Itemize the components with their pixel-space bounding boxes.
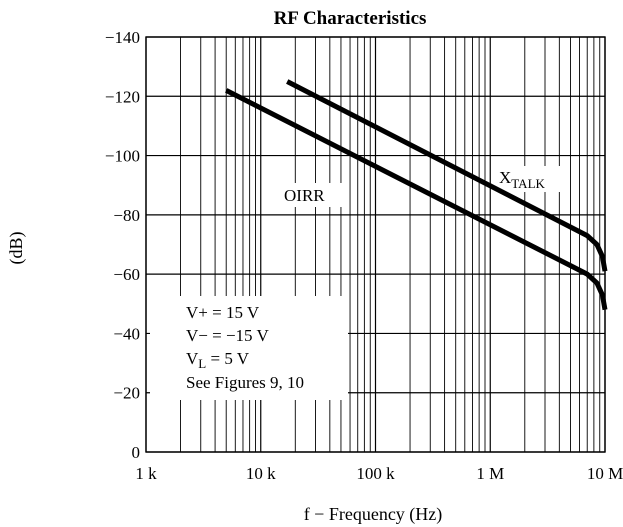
- x-tick-label: 100 k: [356, 464, 395, 483]
- y-axis-label: (dB): [6, 232, 27, 265]
- xtalk-label-sub: TALK: [511, 176, 545, 191]
- x-tick-label: 10 k: [246, 464, 276, 483]
- y-tick-label: −100: [105, 147, 140, 166]
- x-axis-label: f − Frequency (Hz): [304, 504, 443, 525]
- plot-frame: [145, 36, 606, 453]
- tick-labels: 0 −20 −40 −60 −80 −100 −120 −140 1 k 10 k 100 k 1 M…: [105, 28, 623, 483]
- oirr-label: OIRR: [284, 186, 325, 205]
- condition-vl-main: V: [186, 349, 199, 368]
- condition-vl-sub: L: [198, 356, 206, 371]
- y-tick-label: −80: [113, 206, 140, 225]
- x-tick-label: 1 M: [476, 464, 504, 483]
- xtalk-label-bg: [496, 166, 564, 192]
- x-tick-label: 1 k: [135, 464, 157, 483]
- y-tick-label: −20: [113, 384, 140, 403]
- oirr-label-bg: [282, 183, 344, 207]
- xtalk-label-main: X: [499, 168, 511, 187]
- y-tick-label: −60: [113, 265, 140, 284]
- series-line-oirr: [225, 88, 608, 311]
- y-tick-label: −140: [105, 28, 140, 47]
- y-tick-label: −40: [113, 324, 140, 343]
- series-lines: [225, 79, 608, 311]
- y-tick-label: −120: [105, 87, 140, 106]
- y-tick-label: 0: [132, 443, 141, 462]
- series-line-xtalk: [286, 79, 608, 272]
- condition-vplus: V+ = 15 V: [186, 303, 260, 322]
- condition-vl: VL = 5 V: [186, 349, 250, 371]
- x-tick-label: 10 M: [587, 464, 623, 483]
- conditions-box-bg: [150, 296, 348, 400]
- condition-vl-rest: = 5 V: [206, 349, 250, 368]
- condition-figures: See Figures 9, 10: [186, 373, 304, 392]
- xtalk-label: XTALK: [499, 168, 546, 191]
- condition-vminus: V− = −15 V: [186, 326, 269, 345]
- chart-title: RF Characteristics: [274, 8, 427, 29]
